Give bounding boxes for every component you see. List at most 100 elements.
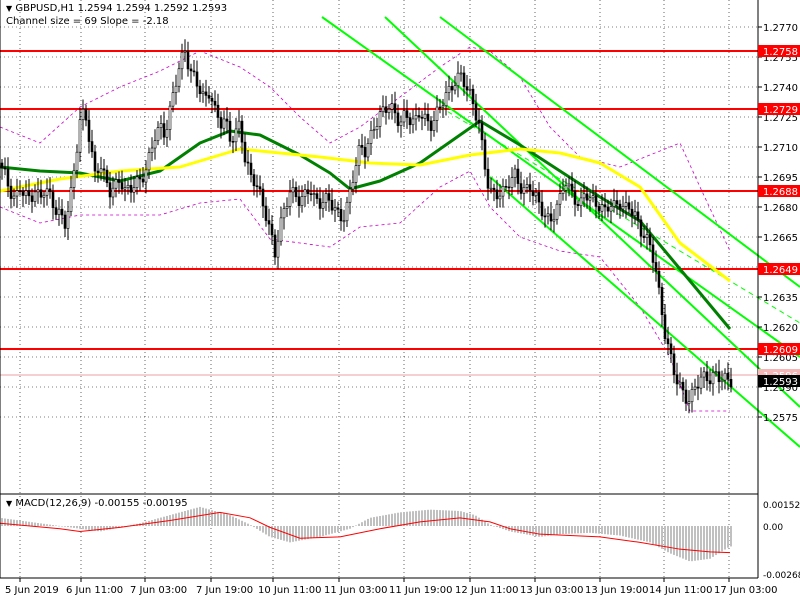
symbol-caption: ▼ GBPUSD,H1 1.2594 1.2594 1.2592 1.2593 <box>6 3 227 14</box>
candle-body <box>330 199 334 211</box>
macd-bar <box>481 519 483 526</box>
time-tick-label: 17 Jun 03:00 <box>714 585 778 596</box>
candle-body <box>378 111 382 127</box>
candle-body <box>624 202 628 207</box>
macd-bar <box>574 526 576 534</box>
macd-bar <box>406 511 408 526</box>
macd-bar <box>694 526 696 561</box>
macd-bar <box>340 526 342 532</box>
candle-body <box>357 145 361 166</box>
candle-body <box>282 208 286 219</box>
candle-body <box>27 190 31 197</box>
macd-bar <box>85 526 87 530</box>
candle-body <box>324 193 328 203</box>
candle-body <box>549 213 553 222</box>
candle-body <box>576 204 580 207</box>
candle-body <box>657 270 661 288</box>
macd-bar <box>709 526 711 559</box>
candle-body <box>696 386 700 389</box>
candle-body <box>60 208 64 216</box>
candle-body <box>126 184 130 188</box>
candle-body <box>594 195 598 207</box>
macd-bar <box>40 523 42 526</box>
candle-body <box>489 187 493 190</box>
macd-bar <box>538 526 540 537</box>
macd-bar <box>544 526 546 537</box>
candle-body <box>654 262 658 272</box>
macd-bar <box>637 526 639 540</box>
candle-body <box>495 189 499 200</box>
macd-panel <box>0 493 758 562</box>
candle-body <box>375 126 379 130</box>
macd-bar <box>103 526 105 531</box>
candle-body <box>588 197 592 201</box>
candle-body <box>699 376 703 389</box>
candle-body <box>534 192 538 196</box>
candle-body <box>342 220 346 223</box>
candle-body <box>705 371 709 382</box>
macd-bar <box>469 513 471 526</box>
candle-body <box>672 353 676 376</box>
macd-bar <box>256 526 258 529</box>
candle-body <box>171 92 175 107</box>
candle-body <box>90 141 94 153</box>
macd-bar <box>700 526 702 560</box>
macd-bar <box>730 526 732 547</box>
candle-body <box>609 206 613 212</box>
macd-bar <box>535 526 537 537</box>
macd-bar <box>661 526 663 549</box>
candle-body <box>186 50 190 70</box>
macd-bar <box>490 524 492 526</box>
macd-bar <box>220 512 222 526</box>
macd-bar <box>499 526 501 529</box>
candle-body <box>435 106 439 121</box>
candle-body <box>273 234 277 258</box>
horizontal-levels <box>0 50 758 376</box>
macd-collapse-triangle-icon[interactable]: ▼ <box>6 499 13 508</box>
macd-bar <box>88 526 90 530</box>
macd-bar <box>616 526 618 536</box>
candle-body <box>564 185 568 191</box>
macd-bar <box>592 526 594 534</box>
candle-body <box>159 123 163 128</box>
price-level-badge <box>758 103 800 115</box>
candle-body <box>633 211 637 216</box>
candle-body <box>39 189 43 198</box>
macd-bar <box>199 506 201 526</box>
macd-bar <box>301 526 303 541</box>
candle-body <box>414 115 418 120</box>
candle-body <box>123 187 127 190</box>
collapse-triangle-icon[interactable]: ▼ <box>6 4 13 13</box>
macd-bar <box>610 526 612 535</box>
macd-bar <box>112 526 114 529</box>
macd-bar <box>505 526 507 531</box>
candle-body <box>546 213 550 217</box>
macd-bar <box>466 512 468 526</box>
candle-body <box>573 190 577 205</box>
macd-bar <box>622 526 624 537</box>
candle-body <box>72 170 76 188</box>
candle-body <box>207 95 211 99</box>
candle-body <box>255 185 259 188</box>
macd-bar <box>547 526 549 536</box>
candle-body <box>468 88 472 91</box>
macd-bar <box>676 526 678 557</box>
macd-bar <box>517 526 519 533</box>
candle-body <box>600 204 604 212</box>
candle-body <box>708 380 712 385</box>
candle-body <box>138 176 142 180</box>
channel-line-1 <box>384 16 800 408</box>
macd-bar <box>31 522 33 526</box>
candle-body <box>447 85 451 93</box>
candle-body <box>504 186 508 188</box>
candle-body <box>51 191 55 209</box>
candle-body <box>558 193 562 205</box>
candle-body <box>120 182 124 190</box>
macd-bar <box>337 526 339 532</box>
macd-bar <box>502 526 504 530</box>
macd-bar <box>685 526 687 560</box>
macd-bar <box>370 517 372 526</box>
candle-body <box>714 371 718 373</box>
candle-body <box>276 240 280 258</box>
